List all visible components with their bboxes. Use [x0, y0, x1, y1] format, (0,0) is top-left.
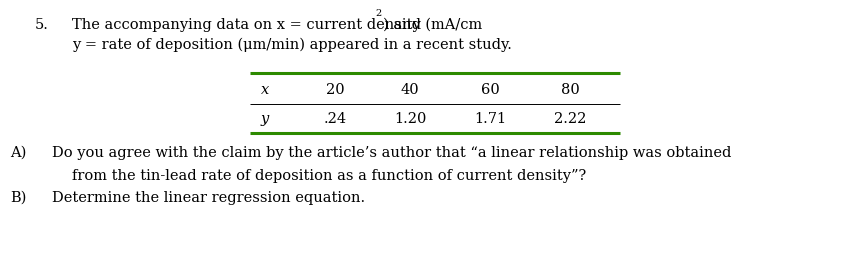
- Text: 2: 2: [375, 9, 381, 18]
- Text: x: x: [261, 83, 269, 97]
- Text: Determine the linear regression equation.: Determine the linear regression equation…: [52, 191, 365, 205]
- Text: ) and: ) and: [383, 18, 421, 32]
- Text: y: y: [261, 112, 269, 126]
- Text: .24: .24: [324, 112, 347, 126]
- Text: 1.71: 1.71: [474, 112, 506, 126]
- Text: 1.20: 1.20: [394, 112, 426, 126]
- Text: A): A): [10, 146, 27, 160]
- Text: B): B): [10, 191, 27, 205]
- Text: from the tin-lead rate of deposition as a function of current density”?: from the tin-lead rate of deposition as …: [72, 169, 586, 183]
- Text: 60: 60: [481, 83, 500, 97]
- Text: Do you agree with the claim by the article’s author that “a linear relationship : Do you agree with the claim by the artic…: [52, 146, 731, 160]
- Text: 5.: 5.: [35, 18, 49, 32]
- Text: 40: 40: [400, 83, 419, 97]
- Text: 20: 20: [325, 83, 344, 97]
- Text: The accompanying data on x = current density (mA/cm: The accompanying data on x = current den…: [72, 18, 482, 32]
- Text: 80: 80: [561, 83, 579, 97]
- Text: 2.22: 2.22: [554, 112, 586, 126]
- Text: y = rate of deposition (μm/min) appeared in a recent study.: y = rate of deposition (μm/min) appeared…: [72, 38, 512, 52]
